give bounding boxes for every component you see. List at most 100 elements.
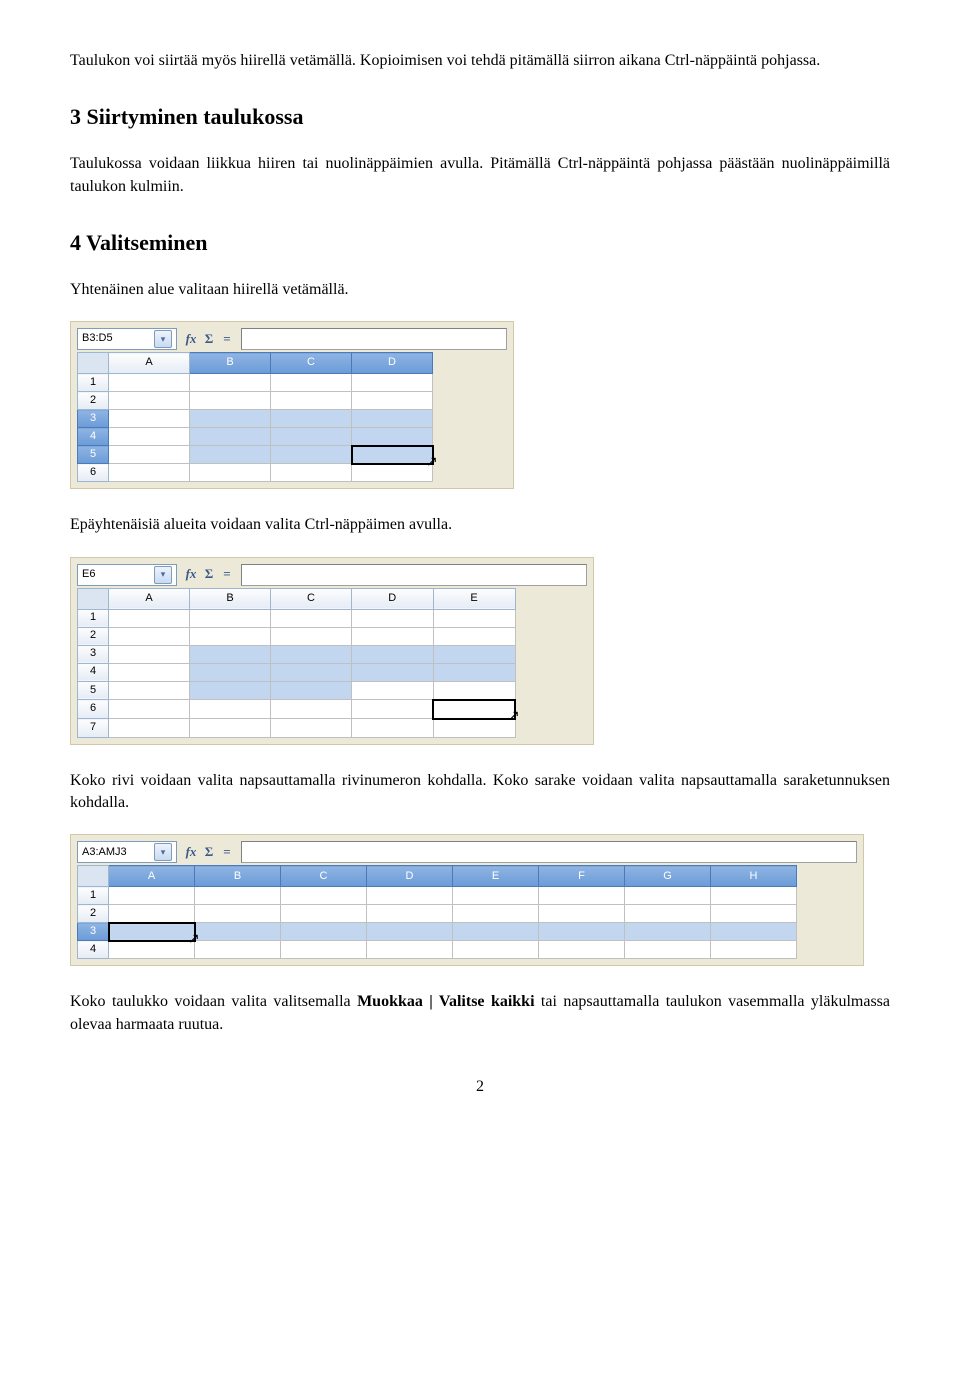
cell[interactable] — [109, 410, 190, 428]
cell[interactable] — [190, 719, 271, 738]
column-header[interactable]: C — [271, 588, 352, 609]
cell[interactable] — [453, 923, 539, 941]
formula-bar[interactable] — [241, 328, 507, 350]
cell[interactable] — [271, 627, 352, 645]
row-header[interactable]: 1 — [78, 609, 109, 627]
cell[interactable] — [625, 941, 711, 959]
cell[interactable] — [352, 428, 433, 446]
dropdown-arrow-icon[interactable] — [154, 330, 172, 348]
cell[interactable] — [367, 905, 453, 923]
cell[interactable] — [190, 609, 271, 627]
column-header[interactable]: G — [625, 866, 711, 887]
cell[interactable] — [271, 410, 352, 428]
column-header[interactable]: D — [352, 588, 434, 609]
column-header[interactable]: B — [190, 353, 271, 374]
cell[interactable] — [190, 410, 271, 428]
cell[interactable] — [190, 681, 271, 700]
select-all-corner[interactable] — [78, 588, 109, 609]
equals-icon[interactable]: = — [219, 843, 235, 861]
sum-icon[interactable]: Σ — [201, 330, 217, 348]
cell[interactable] — [711, 887, 797, 905]
column-header[interactable]: D — [367, 866, 453, 887]
function-wizard-icon[interactable]: fx — [183, 565, 199, 583]
column-header[interactable]: C — [281, 866, 367, 887]
cell[interactable] — [352, 645, 434, 663]
cell[interactable] — [109, 663, 190, 681]
cell[interactable] — [190, 374, 271, 392]
cell[interactable] — [271, 645, 352, 663]
namebox[interactable]: A3:AMJ3 — [77, 841, 177, 863]
function-wizard-icon[interactable]: fx — [183, 843, 199, 861]
cell[interactable] — [109, 428, 190, 446]
cell[interactable] — [271, 428, 352, 446]
row-header[interactable]: 3 — [78, 923, 109, 941]
cell[interactable] — [433, 663, 515, 681]
row-header[interactable]: 6 — [78, 464, 109, 482]
cell[interactable] — [539, 923, 625, 941]
cell[interactable] — [352, 410, 433, 428]
cell[interactable] — [109, 609, 190, 627]
cell[interactable] — [711, 905, 797, 923]
cell[interactable] — [433, 719, 515, 738]
cell[interactable]: ↖ — [352, 446, 433, 464]
cell[interactable] — [109, 941, 195, 959]
cell[interactable] — [711, 923, 797, 941]
cell[interactable] — [109, 645, 190, 663]
cell[interactable] — [190, 446, 271, 464]
cell[interactable] — [367, 941, 453, 959]
select-all-corner[interactable] — [78, 866, 109, 887]
cell[interactable] — [109, 887, 195, 905]
column-header[interactable]: B — [190, 588, 271, 609]
select-all-corner[interactable] — [78, 353, 109, 374]
cell[interactable] — [271, 609, 352, 627]
sum-icon[interactable]: Σ — [201, 565, 217, 583]
row-header[interactable]: 3 — [78, 410, 109, 428]
cell[interactable] — [352, 681, 434, 700]
cell[interactable] — [271, 374, 352, 392]
cell[interactable] — [352, 719, 434, 738]
row-header[interactable]: 5 — [78, 681, 109, 700]
cell[interactable] — [195, 923, 281, 941]
cell[interactable] — [190, 627, 271, 645]
cell[interactable] — [109, 905, 195, 923]
cell[interactable] — [281, 905, 367, 923]
cell[interactable] — [195, 905, 281, 923]
dropdown-arrow-icon[interactable] — [154, 843, 172, 861]
cell[interactable] — [453, 887, 539, 905]
cell[interactable] — [271, 700, 352, 719]
cell[interactable] — [109, 464, 190, 482]
cell[interactable] — [190, 392, 271, 410]
row-header[interactable]: 1 — [78, 374, 109, 392]
cell[interactable] — [195, 887, 281, 905]
cell[interactable] — [711, 941, 797, 959]
cell[interactable] — [367, 923, 453, 941]
cell[interactable] — [190, 700, 271, 719]
column-header[interactable]: E — [453, 866, 539, 887]
cell[interactable] — [433, 627, 515, 645]
cell[interactable] — [625, 905, 711, 923]
cell[interactable]: ↖ — [109, 923, 195, 941]
cell[interactable] — [539, 905, 625, 923]
cell[interactable] — [352, 374, 433, 392]
row-header[interactable]: 2 — [78, 627, 109, 645]
cell[interactable] — [352, 627, 434, 645]
function-wizard-icon[interactable]: fx — [183, 330, 199, 348]
cell[interactable] — [367, 887, 453, 905]
row-header[interactable]: 2 — [78, 905, 109, 923]
cell[interactable] — [109, 681, 190, 700]
cell[interactable] — [433, 681, 515, 700]
cell[interactable] — [281, 923, 367, 941]
cell[interactable] — [453, 905, 539, 923]
column-header[interactable]: A — [109, 866, 195, 887]
equals-icon[interactable]: = — [219, 565, 235, 583]
cell[interactable] — [271, 464, 352, 482]
row-header[interactable]: 2 — [78, 392, 109, 410]
row-header[interactable]: 5 — [78, 446, 109, 464]
cell[interactable] — [271, 719, 352, 738]
column-header[interactable]: D — [352, 353, 433, 374]
cell[interactable] — [195, 941, 281, 959]
cell[interactable] — [281, 887, 367, 905]
cell[interactable] — [109, 446, 190, 464]
cell[interactable] — [352, 663, 434, 681]
namebox[interactable]: E6 — [77, 564, 177, 586]
